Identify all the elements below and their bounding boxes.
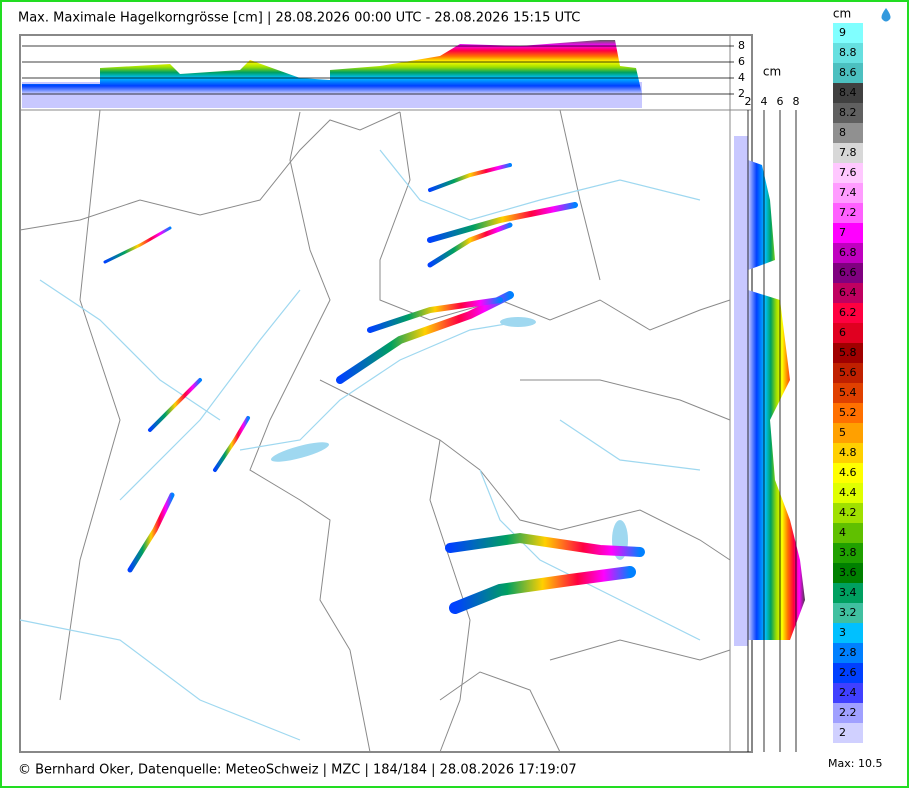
legend-swatch [833, 543, 863, 563]
legend-swatch [833, 263, 863, 283]
legend-max: Max: 10.5 [828, 757, 882, 770]
legend-swatch [833, 483, 863, 503]
legend-label: 8.4 [839, 86, 857, 99]
legend-swatch [833, 383, 863, 403]
legend-label: 2 [839, 726, 846, 739]
legend-swatch [833, 663, 863, 683]
legend-swatch [833, 563, 863, 583]
top-unit: cm [763, 65, 781, 79]
legend-label: 2.8 [839, 646, 857, 659]
top-tick-label: 6 [738, 55, 745, 68]
legend-swatch [833, 203, 863, 223]
legend-swatch [833, 63, 863, 83]
legend-label: 2.2 [839, 706, 857, 719]
side-tick-label: 4 [761, 95, 768, 108]
top-tick-label: 8 [738, 39, 745, 52]
legend-label: 2.6 [839, 666, 857, 679]
legend-swatch [833, 623, 863, 643]
legend-label: 4.2 [839, 506, 857, 519]
legend-label: 5.8 [839, 346, 857, 359]
top-tick-label: 2 [738, 87, 745, 100]
legend-swatch [833, 463, 863, 483]
legend-label: 7.2 [839, 206, 857, 219]
legend-swatch [833, 343, 863, 363]
legend-label: 6.4 [839, 286, 857, 299]
title: Max. Maximale Hagelkorngrösse [cm] | 28.… [18, 11, 580, 26]
legend-swatch [833, 583, 863, 603]
legend-label: 5.2 [839, 406, 857, 419]
legend-label: 3.8 [839, 546, 857, 559]
legend-swatch [833, 683, 863, 703]
side-profile [734, 136, 805, 646]
legend-swatch [833, 183, 863, 203]
legend-label: 2.4 [839, 686, 857, 699]
legend-label: 6.2 [839, 306, 857, 319]
legend-swatch [833, 163, 863, 183]
legend-swatch [833, 83, 863, 103]
top-profile [20, 35, 730, 110]
legend-unit: cm [833, 7, 851, 21]
legend-swatch [833, 423, 863, 443]
legend-label: 3.2 [839, 606, 857, 619]
legend-label: 8.6 [839, 66, 857, 79]
legend-swatch [833, 323, 863, 343]
legend-swatch [833, 243, 863, 263]
side-tick-label: 6 [777, 95, 784, 108]
legend-swatch [833, 723, 863, 743]
footer: © Bernhard Oker, Datenquelle: MeteoSchwe… [18, 763, 577, 778]
side-tick-label: 8 [793, 95, 800, 108]
legend-swatch [833, 643, 863, 663]
legend-label: 5 [839, 426, 846, 439]
legend-swatch [833, 443, 863, 463]
legend-label: 6 [839, 326, 846, 339]
legend-label: 5.6 [839, 366, 857, 379]
legend-label: 7 [839, 226, 846, 239]
legend-swatch [833, 23, 863, 43]
legend-swatch [833, 363, 863, 383]
legend-label: 7.8 [839, 146, 857, 159]
legend-swatch [833, 223, 863, 243]
legend-label: 4.8 [839, 446, 857, 459]
legend-label: 7.6 [839, 166, 857, 179]
legend-label: 4.6 [839, 466, 857, 479]
side-tick-label: 2 [745, 95, 752, 108]
legend-label: 8.2 [839, 106, 857, 119]
legend-swatch [833, 283, 863, 303]
legend-swatch [833, 123, 863, 143]
legend-swatch [833, 303, 863, 323]
legend-label: 9 [839, 26, 846, 39]
legend-swatch [833, 603, 863, 623]
legend-swatch [833, 403, 863, 423]
legend-label: 3.4 [839, 586, 857, 599]
map [19, 109, 731, 753]
legend-swatch [833, 523, 863, 543]
legend-swatch [833, 143, 863, 163]
legend-label: 4.4 [839, 486, 857, 499]
legend-label: 6.6 [839, 266, 857, 279]
legend-swatch [833, 103, 863, 123]
legend-label: 3 [839, 626, 846, 639]
legend-label: 8 [839, 126, 846, 139]
legend-swatch [833, 43, 863, 63]
legend-swatch [833, 703, 863, 723]
top-tick-label: 4 [738, 71, 745, 84]
legend-label: 5.4 [839, 386, 857, 399]
legend-label: 3.6 [839, 566, 857, 579]
legend-label: 6.8 [839, 246, 857, 259]
legend-swatch [833, 503, 863, 523]
legend-label: 8.8 [839, 46, 857, 59]
legend-label: 4 [839, 526, 846, 539]
legend-label: 7.4 [839, 186, 857, 199]
drop-icon [881, 8, 891, 22]
